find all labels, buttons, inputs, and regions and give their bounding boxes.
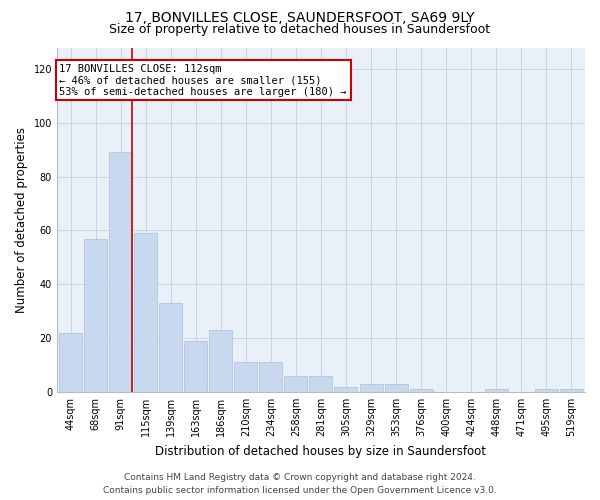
Bar	[560, 389, 583, 392]
Bar	[410, 389, 433, 392]
Bar	[535, 389, 558, 392]
Bar	[485, 389, 508, 392]
Text: 17, BONVILLES CLOSE, SAUNDERSFOOT, SA69 9LY: 17, BONVILLES CLOSE, SAUNDERSFOOT, SA69 …	[125, 11, 475, 25]
Y-axis label: Number of detached properties: Number of detached properties	[15, 126, 28, 312]
Bar	[359, 384, 383, 392]
Bar	[159, 303, 182, 392]
Bar	[209, 330, 232, 392]
X-axis label: Distribution of detached houses by size in Saundersfoot: Distribution of detached houses by size …	[155, 444, 487, 458]
Text: Contains HM Land Registry data © Crown copyright and database right 2024.
Contai: Contains HM Land Registry data © Crown c…	[103, 474, 497, 495]
Bar	[134, 233, 157, 392]
Bar	[310, 376, 332, 392]
Bar	[59, 332, 82, 392]
Bar	[385, 384, 407, 392]
Bar	[284, 376, 307, 392]
Bar	[109, 152, 132, 392]
Bar	[235, 362, 257, 392]
Text: Size of property relative to detached houses in Saundersfoot: Size of property relative to detached ho…	[109, 24, 491, 36]
Text: 17 BONVILLES CLOSE: 112sqm
← 46% of detached houses are smaller (155)
53% of sem: 17 BONVILLES CLOSE: 112sqm ← 46% of deta…	[59, 64, 347, 97]
Bar	[334, 386, 358, 392]
Bar	[259, 362, 283, 392]
Bar	[84, 238, 107, 392]
Bar	[184, 341, 208, 392]
